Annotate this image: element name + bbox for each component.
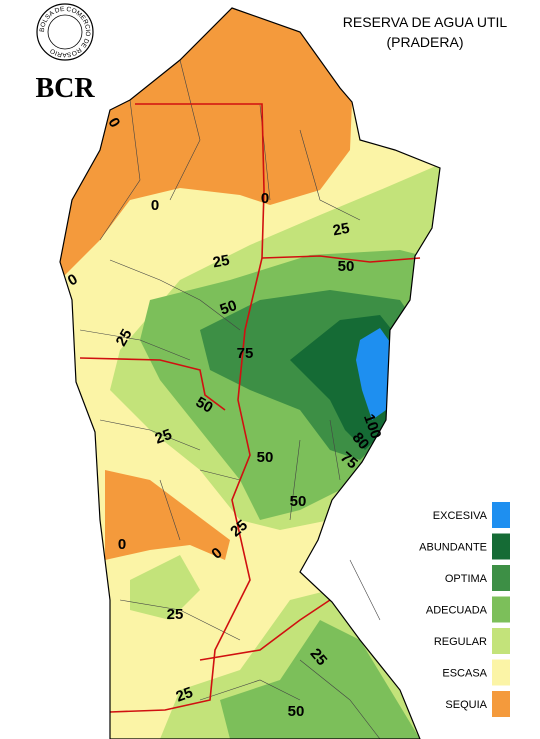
zone-adecuada [220,620,420,739]
contour-label: 50 [288,703,305,720]
contour-label: 0 [118,536,126,553]
contour-label: 0 [261,190,269,207]
subtitle: (PRADERA) [386,34,463,50]
zone-sequia [105,470,230,560]
contour-label: 25 [212,252,231,272]
contour-label: 25 [113,326,136,349]
legend-swatch [492,691,510,717]
logo-text: BCR [35,73,95,104]
contour-label: 75 [237,345,254,362]
legend-swatch [492,565,510,591]
logo: BOLSA DE COMERCIO DE ROSARIO BCR [35,3,95,104]
zone-excesiva [356,328,392,420]
contour-label: 50 [290,493,307,510]
contour-label: 50 [338,258,355,275]
logo-inner [47,14,83,50]
title: RESERVA DE AGUA UTIL [343,14,508,30]
legend: EXCESIVA ABUNDANTE OPTIMA ADECUADA REGULAR ES… [419,502,510,717]
contour-label: 50 [193,394,216,417]
contour-label: 0 [151,197,159,214]
contour-label: 50 [257,449,274,466]
contour-label: 25 [153,426,174,448]
legend-label: ESCASA [442,668,487,680]
zone-sequia [60,8,352,300]
legend-label: EXCESIVA [433,510,488,522]
legend-swatch [492,502,510,528]
contour-label: 25 [167,606,184,623]
logo-ring [36,3,94,61]
legend-label: ADECUADA [426,605,488,617]
contour-label: 25 [332,220,351,240]
legend-label: SEQUIA [445,699,487,711]
contour-label: 25 [174,684,195,706]
legend-label: ABUNDANTE [419,542,487,554]
zone-regular [130,555,200,620]
legend-swatch [492,533,510,560]
contour-label: 50 [218,297,239,319]
department-borders [79,103,421,713]
district-borders [79,59,381,739]
legend-swatch [492,628,510,654]
legend-label: REGULAR [434,636,487,648]
legend-swatch [492,596,510,623]
legend-swatch [492,659,510,686]
legend-label: OPTIMA [445,573,488,585]
